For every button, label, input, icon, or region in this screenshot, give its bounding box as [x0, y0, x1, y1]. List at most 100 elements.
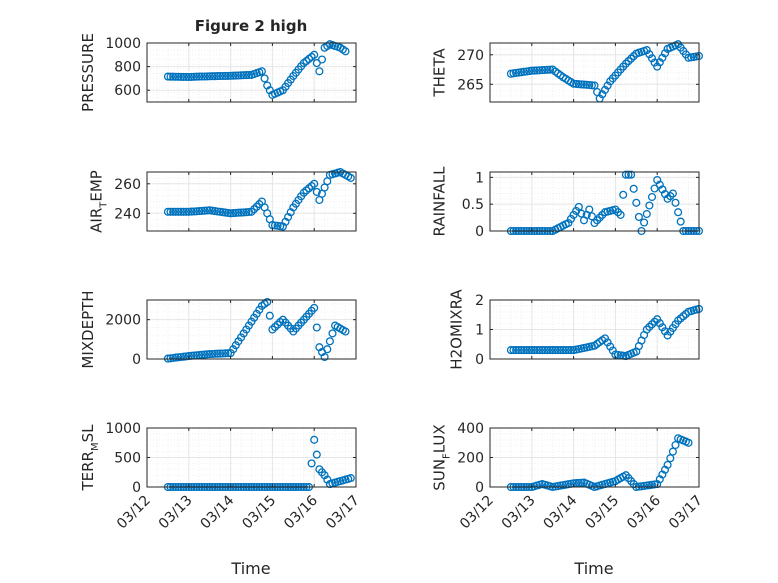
data-point: [587, 81, 596, 90]
data-point: [208, 349, 217, 359]
y-tick-label: 400: [457, 421, 484, 437]
data-point: [655, 58, 664, 67]
data-point: [645, 50, 654, 59]
axes-box: [146, 299, 357, 360]
data-point: [587, 212, 596, 221]
data-point: [506, 346, 515, 355]
panel-mixdepth: 0 2000 MIXDEPTH: [79, 290, 357, 369]
data-point: [658, 53, 667, 62]
data-point: [634, 212, 643, 221]
data-point: [317, 55, 327, 64]
data-point: [299, 188, 308, 197]
data-point: [169, 207, 178, 216]
y-axis-label: H2OMIXRA: [448, 289, 466, 370]
data-point: [192, 72, 201, 81]
data-point: [642, 325, 651, 334]
data-point: [600, 334, 610, 343]
data-point: [543, 65, 552, 74]
data-point: [263, 297, 272, 307]
data-point: [346, 173, 355, 182]
panel-terr_msl: 0 500 1000 03/12 03/13 03/14 03/15 03/16 03/17 TE…: [79, 421, 363, 532]
chart-title: Figure 2 high: [195, 17, 308, 35]
data-point: [203, 72, 212, 81]
data-point: [647, 320, 657, 329]
x-tick-label: 03/14: [198, 492, 238, 532]
data-point: [663, 460, 672, 469]
data-point: [195, 207, 204, 216]
data-point: [216, 349, 225, 358]
data-point: [538, 346, 547, 355]
data-point: [650, 58, 659, 67]
x-tick-label: 03/15: [582, 493, 622, 533]
data-point: [574, 202, 583, 211]
data-point: [530, 66, 539, 75]
x-axis-label-left: Time: [230, 559, 270, 578]
data-point: [174, 72, 183, 81]
data-point: [548, 346, 557, 355]
data-point: [203, 206, 212, 215]
data-point: [564, 346, 573, 355]
y-axis-label: THETA: [431, 48, 449, 98]
data-point: [252, 202, 261, 211]
y-tick-label: 1: [475, 170, 484, 186]
y-tick-label: 0: [132, 352, 141, 368]
y-tick-label: 2000: [105, 313, 141, 329]
data-point: [216, 71, 225, 81]
y-axis-label: SUNFLUX: [431, 424, 453, 490]
data-point: [250, 205, 259, 214]
data-point: [268, 325, 277, 334]
data-point: [653, 315, 662, 324]
data-point: [197, 350, 206, 359]
data-point: [642, 46, 651, 55]
data-point: [671, 440, 680, 450]
data-point: [684, 438, 693, 447]
x-tick-label: 03/17: [323, 493, 363, 533]
data-point: [535, 346, 544, 355]
data-point: [530, 346, 539, 355]
data-point: [229, 345, 238, 354]
data-point: [213, 349, 222, 358]
data-point: [310, 303, 319, 312]
data-point: [627, 54, 636, 63]
data-point: [203, 350, 212, 359]
data-point: [653, 62, 662, 71]
data-point: [176, 207, 186, 216]
data-point: [666, 454, 675, 463]
y-tick-label: 500: [114, 451, 141, 467]
data-point: [538, 66, 547, 75]
data-point: [525, 346, 534, 355]
data-point: [585, 205, 594, 214]
data-point: [619, 190, 628, 199]
data-point: [519, 346, 529, 355]
data-point: [179, 72, 188, 81]
data-point: [239, 208, 248, 217]
data-point: [310, 179, 319, 188]
data-point: [265, 311, 274, 320]
x-tick-label: 03/14: [541, 492, 581, 532]
data-point: [514, 346, 523, 355]
axes-box: [146, 171, 357, 232]
data-point: [213, 72, 222, 81]
data-point: [229, 209, 238, 218]
data-point: [184, 207, 193, 216]
data-point: [218, 71, 227, 81]
data-point: [182, 72, 191, 81]
data-point: [323, 475, 332, 484]
data-point: [210, 72, 219, 81]
data-point: [566, 214, 576, 223]
data-point: [527, 346, 536, 355]
data-point: [187, 207, 196, 216]
data-point: [574, 80, 583, 89]
data-point: [660, 49, 670, 58]
data-point: [676, 217, 685, 226]
data-point: [645, 201, 654, 210]
data-point: [229, 71, 238, 80]
data-point: [163, 72, 172, 81]
data-point: [532, 346, 542, 355]
y-tick-label: 0: [132, 480, 141, 496]
data-point: [307, 459, 316, 468]
data-point: [226, 209, 235, 218]
data-point: [574, 478, 583, 487]
